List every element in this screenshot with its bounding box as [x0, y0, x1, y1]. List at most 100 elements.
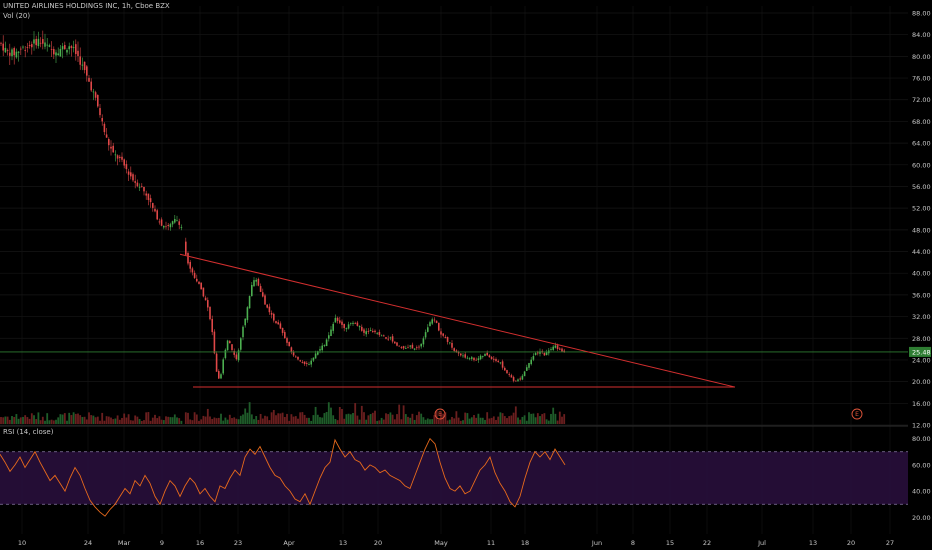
volume-bar — [378, 420, 381, 424]
candle-body — [556, 345, 559, 349]
candle-body — [17, 51, 20, 53]
volume-bar — [547, 420, 550, 424]
candle-body — [46, 44, 48, 46]
candle-body — [147, 193, 150, 200]
volume-bar — [376, 420, 379, 424]
volume-bar — [211, 418, 214, 424]
candle-body — [154, 208, 156, 212]
candle-body — [332, 323, 334, 331]
candle-body — [451, 342, 453, 348]
candle-body — [259, 286, 262, 292]
volume-bar — [261, 418, 264, 424]
volume-bar — [420, 413, 423, 424]
candle-body — [132, 174, 134, 181]
volume-bar — [77, 413, 79, 424]
candle-body — [4, 47, 7, 53]
volume-bar — [85, 419, 88, 424]
volume-bar — [167, 416, 170, 424]
volume-bar — [305, 417, 308, 424]
candle-body — [508, 374, 510, 375]
volume-bar — [198, 420, 200, 424]
volume-bar — [316, 414, 319, 424]
candle-body — [226, 340, 229, 351]
candle-body — [301, 362, 304, 363]
candle-body — [275, 321, 277, 324]
grid-lines — [0, 6, 908, 534]
volume-bar — [556, 420, 559, 424]
candle-body — [257, 278, 260, 286]
candle-body — [277, 322, 279, 325]
volume-bar — [204, 416, 207, 424]
candle-body — [530, 359, 532, 365]
candle-body — [37, 38, 40, 47]
candle-body — [101, 118, 103, 122]
volume-bar — [481, 417, 484, 424]
price-tick-label: 84.00 — [912, 31, 931, 39]
candle-body — [341, 321, 343, 325]
time-tick-label: 11 — [487, 539, 495, 547]
volume-bar — [154, 414, 156, 424]
volume-bar — [237, 419, 240, 424]
volume-bar — [382, 419, 385, 424]
candle-body — [88, 77, 90, 82]
volume-bar — [356, 415, 359, 424]
volume-bar — [171, 417, 174, 424]
price-tick-label: 24.00 — [912, 356, 931, 364]
volume-bar — [413, 419, 416, 424]
volume-bar — [88, 412, 90, 424]
volume-bar — [563, 414, 566, 424]
volume-bar — [101, 412, 104, 424]
volume-bar — [387, 414, 390, 424]
price-tick-label: 60.00 — [912, 161, 931, 169]
candle-body — [220, 374, 222, 379]
candle-body — [176, 220, 178, 222]
candle-body — [136, 182, 139, 187]
volume-bar — [255, 416, 258, 424]
candle-body — [191, 268, 194, 273]
candle-body — [204, 297, 207, 301]
candle-body — [352, 322, 354, 324]
earnings-marker — [851, 408, 863, 420]
candle-body — [253, 280, 255, 287]
candle-body — [255, 279, 257, 282]
candle-body — [534, 353, 537, 356]
volume-bar — [332, 415, 335, 424]
candle-body — [105, 134, 108, 138]
candle-body — [317, 351, 319, 355]
candle-body — [9, 52, 11, 56]
volume-bar — [145, 412, 148, 424]
volume-bar — [90, 415, 93, 424]
volume-bar — [127, 414, 130, 424]
volume-bar — [50, 419, 53, 424]
volume-bar — [35, 419, 38, 424]
volume-bar — [231, 418, 233, 424]
candle-body — [363, 329, 365, 333]
candle-body — [466, 357, 469, 359]
time-tick-label: 18 — [521, 539, 529, 547]
price-tick-label: 80.00 — [912, 53, 931, 61]
volume-bar — [270, 412, 273, 424]
candle-body — [321, 345, 323, 351]
volume-bar — [402, 405, 405, 424]
trendlines — [179, 253, 736, 388]
volume-bar — [215, 418, 218, 424]
candle-body — [482, 356, 484, 357]
volume-label: Vol (20) — [3, 12, 31, 20]
price-tick-label: 48.00 — [912, 226, 931, 234]
volume-bar — [112, 419, 115, 424]
candle-body — [68, 46, 70, 50]
volume-bar — [17, 418, 20, 424]
volume-bar — [492, 416, 495, 424]
candle-body — [446, 337, 449, 342]
volume-bar — [290, 414, 293, 424]
volume-bar — [224, 417, 227, 424]
candle-body — [248, 296, 251, 309]
candle-body — [53, 49, 55, 55]
volume-bar — [477, 413, 480, 424]
volume-bar — [558, 411, 561, 424]
candle-body — [178, 221, 180, 225]
candle-body — [284, 332, 286, 339]
candle-body — [110, 146, 112, 149]
volume-bar — [530, 413, 533, 424]
candle-body — [134, 181, 136, 183]
